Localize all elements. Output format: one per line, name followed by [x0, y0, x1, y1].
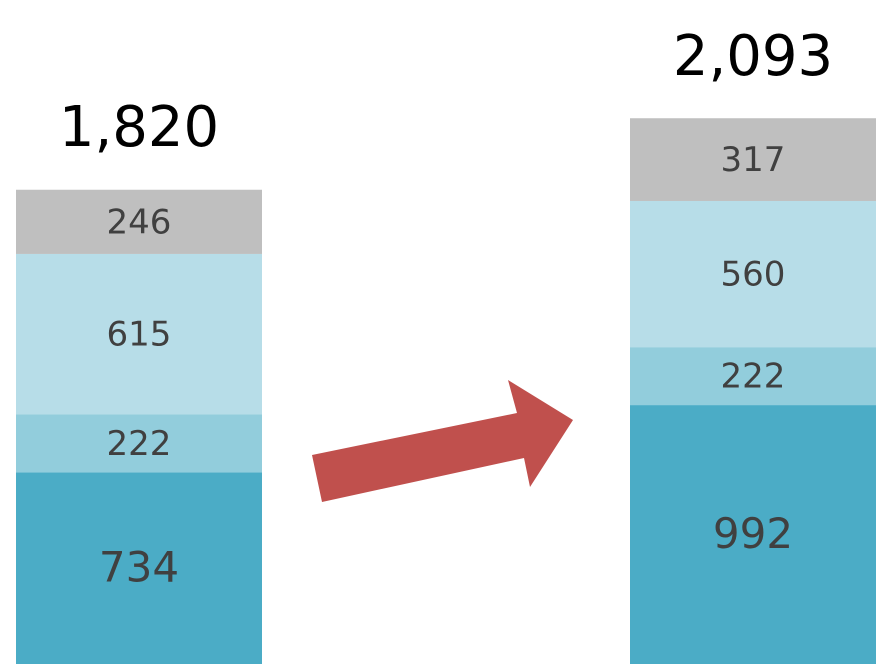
- total-label: 1,820: [59, 95, 219, 160]
- bar-segment: [630, 405, 876, 664]
- segment-label: 317: [721, 140, 786, 180]
- bar-segment: [16, 189, 262, 254]
- segment-label: 615: [107, 315, 172, 355]
- bar-segment: [16, 472, 262, 664]
- segment-label: 560: [721, 255, 786, 295]
- segment-label: 222: [721, 357, 786, 397]
- segment-label: 222: [107, 424, 172, 464]
- segment-label: 992: [713, 509, 793, 558]
- bar-segment: [630, 118, 876, 201]
- arrow: [312, 380, 573, 502]
- segment-label: 734: [99, 543, 179, 592]
- bar-segment: [16, 414, 262, 473]
- bar-segment: [630, 347, 876, 406]
- bar-segment: [630, 200, 876, 348]
- segment-label: 246: [107, 202, 172, 242]
- total-label: 2,093: [673, 24, 833, 89]
- bar-segment: [16, 253, 262, 415]
